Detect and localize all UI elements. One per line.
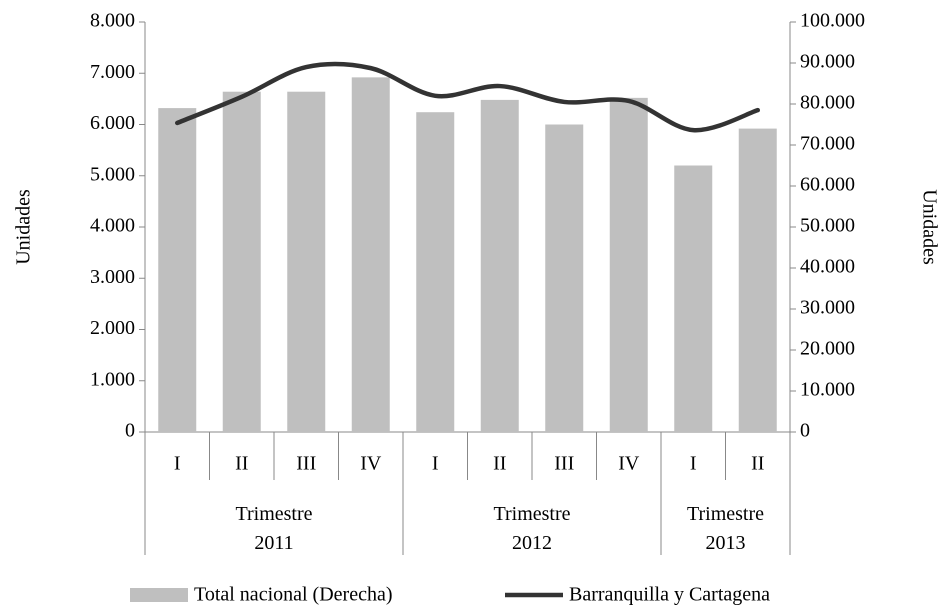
x-tick-label: I	[690, 453, 697, 475]
group-label: Trimestre 2013	[686, 503, 765, 554]
bar	[674, 165, 713, 432]
bar	[158, 108, 197, 432]
y2-tick-label: 60.000	[800, 174, 855, 196]
y-tick-label: 8.000	[90, 10, 135, 32]
bar	[222, 91, 261, 432]
y-tick-label: 1.000	[90, 368, 135, 390]
bar	[738, 128, 777, 432]
bar	[351, 77, 390, 432]
y2-tick-label: 20.000	[800, 338, 855, 360]
x-tick-label: II	[235, 453, 248, 475]
y2-tick-label: 0	[800, 420, 810, 442]
x-tick-label: I	[174, 453, 181, 475]
bar	[609, 97, 648, 432]
y-tick-label: 5.000	[90, 163, 135, 185]
legend-label: Barranquilla y Cartagena	[569, 584, 770, 606]
y-tick-label: 3.000	[90, 266, 135, 288]
x-tick-label: IV	[618, 453, 640, 475]
x-tick-label: I	[432, 453, 439, 475]
y2-tick-label: 10.000	[800, 379, 855, 401]
y2-tick-label: 70.000	[800, 133, 855, 155]
group-label: Trimestre 2012	[493, 503, 571, 554]
bar	[287, 91, 326, 432]
line	[175, 61, 760, 133]
x-tick-label: III	[296, 453, 316, 475]
x-tick-label: II	[493, 453, 506, 475]
legend-swatch	[130, 588, 188, 602]
y2-tick-label: 40.000	[800, 256, 855, 278]
y-tick-label: 0	[125, 420, 135, 442]
x-tick-label: III	[554, 453, 574, 475]
bar	[480, 99, 519, 433]
x-tick-label: II	[751, 453, 764, 475]
group-label: Trimestre 2011	[235, 503, 313, 554]
y-tick-label: 7.000	[90, 61, 135, 83]
y2-tick-label: 100.000	[800, 10, 865, 32]
y-tick-label: 4.000	[90, 215, 135, 237]
legend-label: Total nacional (Derecha)	[194, 584, 393, 606]
y2-tick-label: 30.000	[800, 297, 855, 319]
y-axis-title: Unidades	[13, 189, 35, 265]
y2-axis-title: Unidades	[918, 189, 940, 265]
y2-tick-label: 80.000	[800, 92, 855, 114]
y2-tick-label: 90.000	[800, 51, 855, 73]
bar	[545, 124, 584, 432]
x-tick-label: IV	[360, 453, 382, 475]
bar	[416, 112, 455, 432]
y-tick-label: 2.000	[90, 317, 135, 339]
y-tick-label: 6.000	[90, 112, 135, 134]
y2-tick-label: 50.000	[800, 215, 855, 237]
